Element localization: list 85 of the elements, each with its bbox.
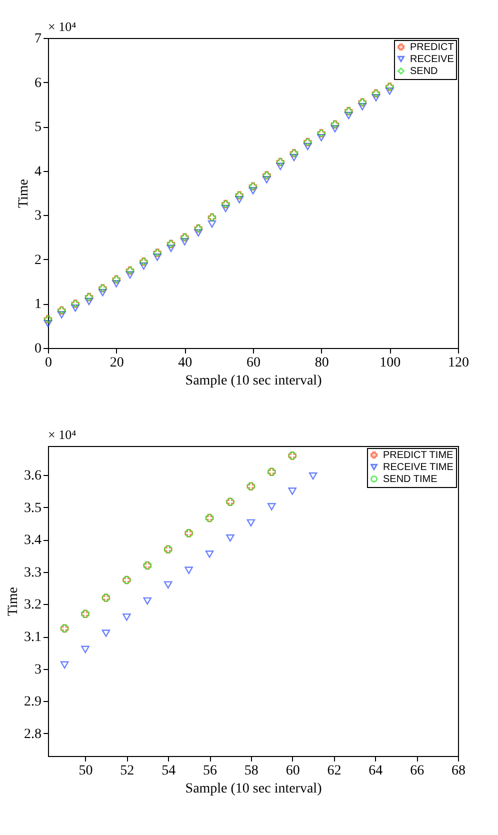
point [84,298,94,306]
point [208,220,216,228]
y-tick-label: 1 [34,297,42,312]
point [153,254,162,261]
point [317,134,326,142]
y-tick-label: 3 [34,208,42,224]
x-tick-label: 52 [120,764,134,778]
y-tick-label: 2 [34,252,42,268]
point [288,488,296,495]
legend-label: RECEIVE [410,54,454,65]
x-tick-label: 66 [410,764,424,778]
legend-label: PREDICT [410,42,454,53]
y-tick-label: 2.8 [24,726,42,742]
y-tick-label: 3 [34,662,42,678]
x-tick-label: 80 [314,356,329,370]
legend-label: PREDICT TIME [383,450,454,461]
y-tick-label: 5 [34,120,42,136]
point [304,142,312,150]
x-tick-label: 58 [244,764,258,778]
point [235,196,244,204]
point [246,519,256,527]
point [308,472,318,480]
y-tick-label: 7 [34,32,42,46]
point [81,646,90,654]
y-tick-label: 3.1 [24,630,42,646]
point [166,244,176,252]
y-axis-title: Time [6,586,21,616]
text: × 10⁴ [48,427,77,442]
point [330,125,340,132]
x-tick-label: 50 [78,764,93,778]
x-tick-label: 60 [286,764,300,778]
point [248,187,258,194]
x-tick-label: 54 [162,764,176,778]
y-tick-label: 4 [34,164,42,180]
point [262,176,271,184]
point [164,581,172,589]
y-tick-label: 3.2 [24,598,42,613]
point [290,154,298,162]
point [268,503,276,510]
x-tick-label: 20 [110,356,124,370]
y-tick-label: 3.4 [24,533,42,548]
y-tick-label: 2.9 [24,694,42,710]
point [71,304,80,312]
point [44,320,52,328]
point [60,661,69,669]
point [140,262,148,270]
point [226,534,234,542]
point [126,271,134,279]
point [205,550,214,558]
y-tick-label: 3.6 [24,468,42,484]
y-tick-label: 3.3 [24,565,42,580]
point [344,112,353,120]
x-tick-label: 120 [448,356,469,370]
point [58,311,66,318]
legend-label: RECEIVE TIME [383,462,454,473]
x-axis-title: Sample (10 sec interval) [185,374,322,388]
point [112,280,120,288]
x-tick-label: 64 [368,764,383,778]
point [276,162,284,170]
point [102,630,110,637]
point [358,102,366,110]
y-tick-label: 0 [34,342,42,356]
y-tick-label: 3.5 [24,500,42,516]
point [180,238,189,246]
y-axis-title: Time [16,178,32,208]
x-tick-label: 62 [327,764,342,778]
point [122,613,131,621]
point [372,94,380,102]
x-tick-label: 56 [203,764,218,778]
x-tick-label: 60 [246,356,260,370]
point [184,566,193,574]
legend-label: SEND [410,66,438,77]
point [98,288,107,296]
text: × 10⁴ [48,19,77,34]
legend-label: SEND TIME [383,474,438,485]
point [194,229,202,237]
point [222,204,230,212]
point [143,597,152,605]
y-tick-label: 6 [34,76,42,91]
x-tick-label: 100 [380,356,401,370]
x-tick-label: 68 [452,764,466,778]
x-axis-title: Sample (10 sec interval) [185,782,322,796]
point [386,87,394,95]
x-tick-label: 40 [178,356,192,370]
x-tick-label: 0 [45,356,52,370]
